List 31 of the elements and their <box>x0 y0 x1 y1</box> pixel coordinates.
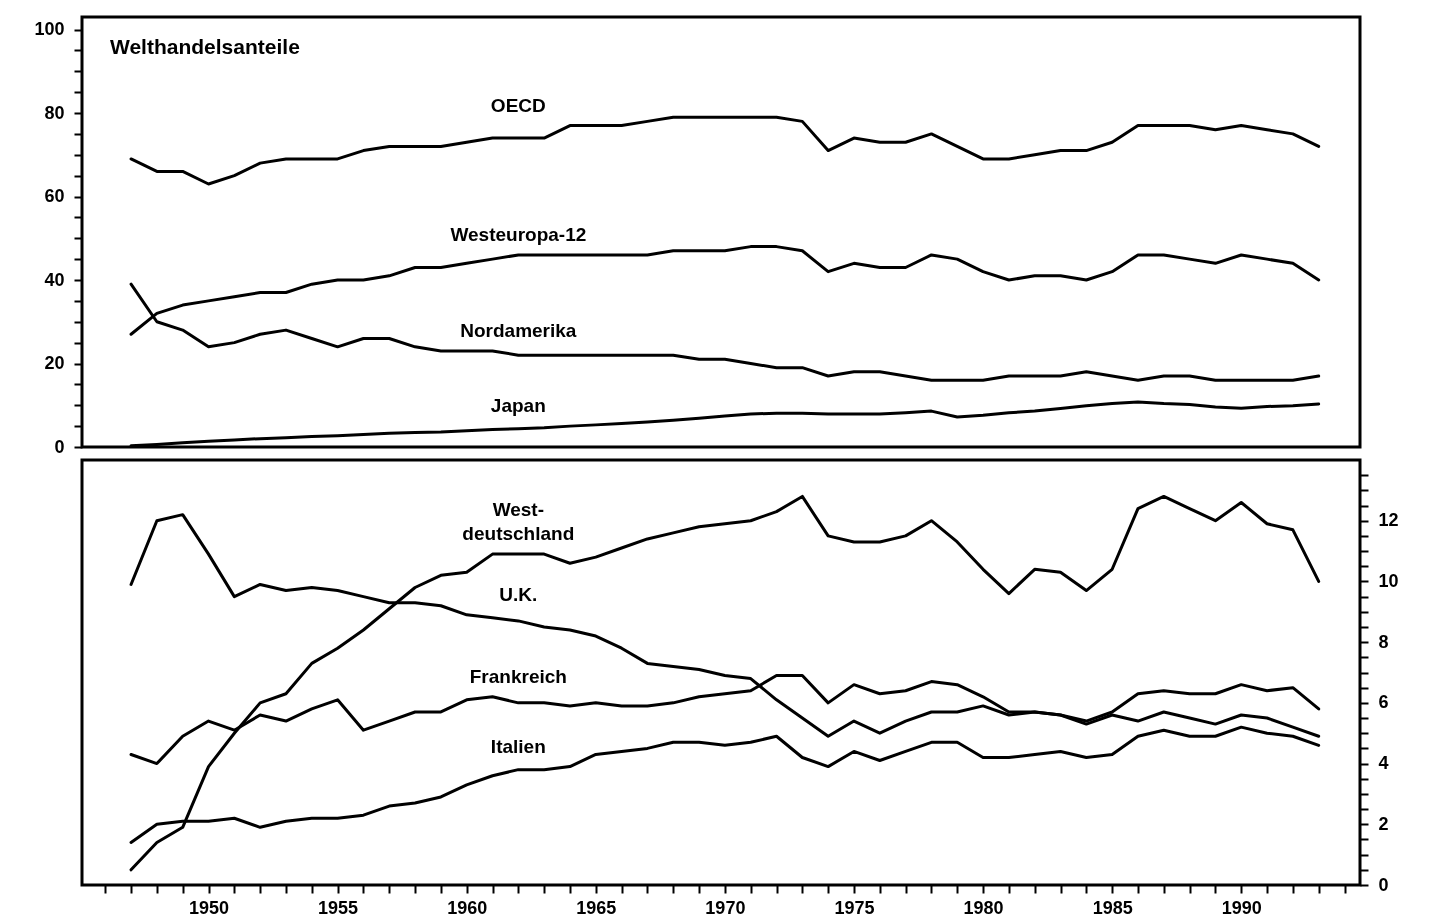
y2-tick-label: 6 <box>1378 692 1389 713</box>
x-tick-label: 1955 <box>318 897 359 918</box>
x-tick-label: 1980 <box>963 897 1004 918</box>
x-tick-label: 1970 <box>705 897 746 918</box>
y-tick-label: 20 <box>44 353 65 373</box>
series-label: U.K. <box>499 583 538 605</box>
y2-tick-label: 10 <box>1378 570 1399 591</box>
series-label: Japan <box>490 395 546 417</box>
series-label: Nordamerika <box>460 319 577 341</box>
series-label: West- deutschland <box>462 499 575 545</box>
y-tick-label: 40 <box>44 269 65 290</box>
x-tick-label: 1990 <box>1221 897 1262 918</box>
y2-tick-label: 12 <box>1378 510 1399 531</box>
y2-tick-label: 2 <box>1378 813 1389 834</box>
series-label: OECD <box>490 94 546 116</box>
x-tick-label: 1950 <box>188 897 230 918</box>
series-label: Italien <box>490 735 546 757</box>
x-tick-label: 1975 <box>834 897 875 918</box>
text: Welthandelsanteile <box>110 35 300 58</box>
y2-tick-label: 4 <box>1378 753 1389 774</box>
y2-tick-label: 8 <box>1378 631 1389 652</box>
y-tick-label: 100 <box>34 19 65 40</box>
x-tick-label: 1985 <box>1092 897 1133 918</box>
y-tick-label: 60 <box>44 186 65 207</box>
series-label: Westeuropa-12 <box>450 223 587 245</box>
x-tick-label: 1965 <box>576 897 617 918</box>
x-tick-label: 1960 <box>447 897 488 918</box>
y-tick-label: 0 <box>54 436 65 457</box>
y-tick-label: 80 <box>44 102 65 123</box>
series-label: Frankreich <box>469 665 567 687</box>
y2-tick-label: 0 <box>1378 874 1389 895</box>
